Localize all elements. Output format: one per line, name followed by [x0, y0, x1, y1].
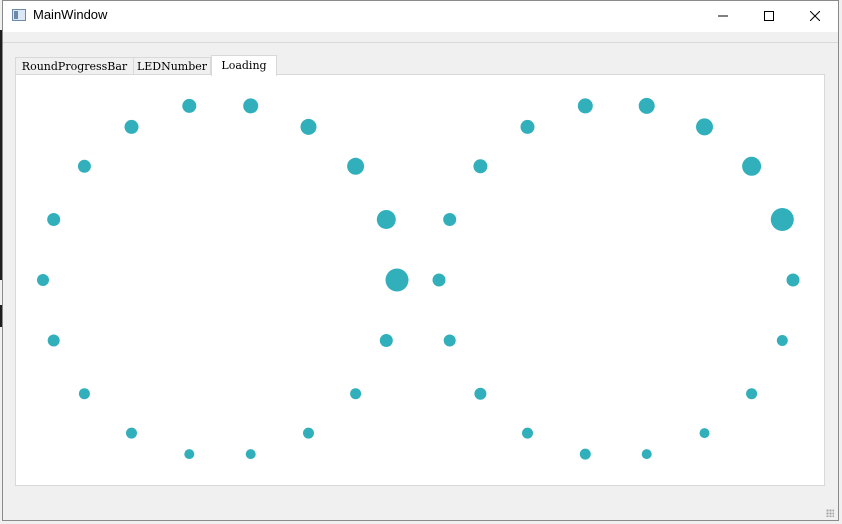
loading-dot: [77, 159, 91, 173]
loading-dot: [184, 449, 195, 460]
window-title: MainWindow: [33, 7, 108, 22]
loading-dot: [126, 427, 137, 439]
loading-dot: [78, 388, 90, 400]
loading-dot: [300, 118, 317, 135]
tab-loading[interactable]: Loading: [211, 55, 277, 76]
loading-dot: [474, 387, 487, 400]
loading-dot: [124, 119, 139, 134]
minimize-icon: [718, 15, 728, 17]
loading-dot: [385, 268, 409, 292]
loading-dot: [182, 98, 197, 113]
loading-dot: [443, 213, 457, 226]
loading-dot: [376, 210, 396, 229]
loading-dot: [522, 427, 533, 439]
loading-dot: [245, 449, 256, 460]
loading-dot: [776, 335, 788, 346]
loading-dot: [432, 273, 446, 287]
loading-dot: [786, 273, 800, 287]
loading-dot: [770, 208, 794, 231]
menu-bar: [3, 32, 838, 43]
loading-dot: [47, 334, 60, 347]
close-icon: [810, 11, 820, 21]
loading-dot: [350, 388, 362, 400]
tab-lednumber[interactable]: LEDNumber: [133, 57, 211, 75]
maximize-button[interactable]: [746, 1, 792, 32]
loading-dot: [579, 448, 591, 460]
loading-dot: [696, 118, 713, 136]
loading-dot: [638, 97, 655, 114]
loading-dot: [520, 119, 535, 134]
loading-dot: [699, 428, 710, 439]
close-button[interactable]: [792, 1, 838, 32]
loading-dot: [379, 334, 393, 347]
resize-grip[interactable]: [826, 509, 834, 517]
title-bar[interactable]: MainWindow: [3, 1, 838, 32]
tab-roundprogressbar[interactable]: RoundProgressBar: [15, 57, 134, 75]
loading-dot: [473, 159, 488, 174]
loading-dot: [347, 157, 365, 175]
loading-dot: [243, 98, 259, 114]
maximize-icon: [764, 11, 774, 21]
loading-dot: [641, 449, 652, 460]
loading-dot: [742, 156, 762, 176]
loading-dot: [47, 213, 61, 226]
loading-spinner: [37, 98, 409, 460]
minimize-button[interactable]: [700, 1, 746, 32]
loading-dot: [443, 334, 456, 347]
loading-dot: [746, 388, 758, 400]
loading-dot: [303, 427, 314, 439]
loading-spinner: [432, 97, 800, 460]
loading-dot: [37, 274, 49, 286]
loading-dot: [577, 98, 593, 114]
loading-tab-panel: [15, 74, 825, 486]
app-window-icon: [12, 9, 26, 21]
loading-spinners-canvas: [37, 97, 800, 460]
